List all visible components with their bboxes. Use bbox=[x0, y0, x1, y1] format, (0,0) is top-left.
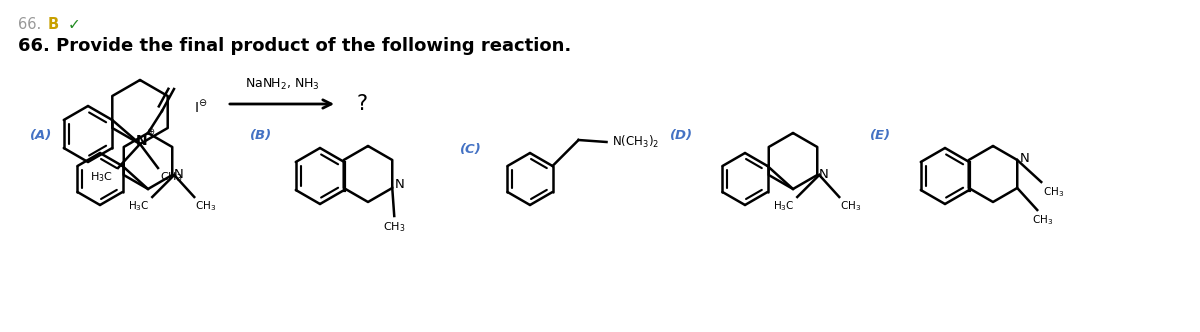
Text: (D): (D) bbox=[670, 129, 694, 142]
Text: (E): (E) bbox=[870, 129, 890, 142]
Text: N: N bbox=[136, 134, 148, 148]
Text: CH$_3$: CH$_3$ bbox=[196, 199, 216, 213]
Text: 66.: 66. bbox=[18, 17, 41, 32]
Text: N(CH$_3$)$_2$: N(CH$_3$)$_2$ bbox=[612, 134, 659, 150]
Text: CH$_3$: CH$_3$ bbox=[160, 170, 182, 184]
Text: N: N bbox=[395, 179, 404, 192]
Text: ?: ? bbox=[358, 94, 368, 114]
Text: H$_3$C: H$_3$C bbox=[90, 170, 113, 184]
Text: (B): (B) bbox=[250, 129, 272, 142]
Text: H$_3$C: H$_3$C bbox=[773, 199, 794, 213]
Text: N: N bbox=[1020, 151, 1030, 164]
Text: B: B bbox=[48, 17, 59, 32]
Text: N: N bbox=[174, 169, 184, 182]
Text: H$_3$C: H$_3$C bbox=[127, 199, 149, 213]
Text: CH$_3$: CH$_3$ bbox=[1032, 213, 1054, 227]
Text: 66. Provide the final product of the following reaction.: 66. Provide the final product of the fol… bbox=[18, 37, 571, 55]
Text: I$^{\ominus}$: I$^{\ominus}$ bbox=[194, 99, 208, 116]
Text: (C): (C) bbox=[460, 142, 481, 155]
Text: ⊕: ⊕ bbox=[146, 127, 154, 137]
Text: CH$_3$: CH$_3$ bbox=[1043, 185, 1064, 199]
Text: N: N bbox=[820, 169, 829, 182]
Text: CH$_3$: CH$_3$ bbox=[383, 220, 406, 234]
Text: NaNH$_2$, NH$_3$: NaNH$_2$, NH$_3$ bbox=[245, 77, 319, 92]
Text: (A): (A) bbox=[30, 129, 53, 142]
Text: CH$_3$: CH$_3$ bbox=[840, 199, 862, 213]
Text: ✓: ✓ bbox=[68, 17, 80, 32]
